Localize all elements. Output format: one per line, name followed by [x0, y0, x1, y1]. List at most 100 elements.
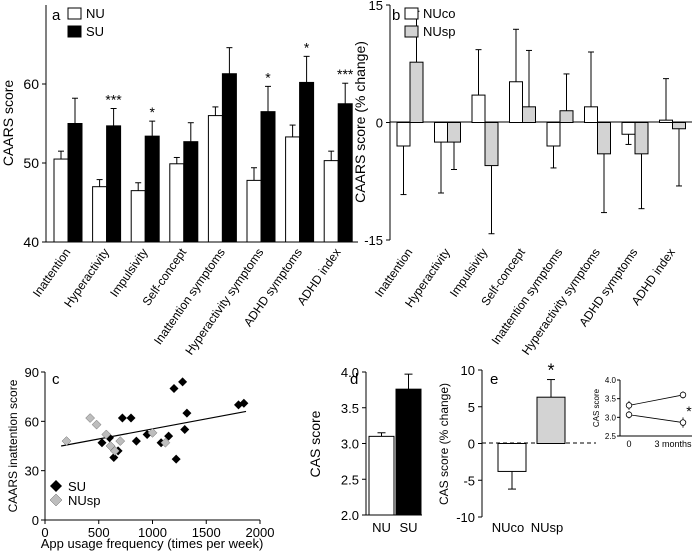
panel-b-nusp-bar-2 [484, 122, 499, 167]
inset-ytick-label-1: 3.0 [605, 413, 617, 422]
panel-a-ylabel: CAARS score [0, 80, 16, 167]
panel-c-nusp-point-0 [61, 436, 72, 446]
panel-c-nusp-point-1 [85, 413, 96, 423]
panel-d-ylabel: CAS score [307, 410, 323, 477]
inset-nuco-line [628, 414, 684, 423]
panel-label-b: b [392, 7, 400, 24]
panel-d-chart: CAS score 2.0 2.5 3.0 3.5 4.0 NU SU [307, 365, 422, 535]
panel-c-xlabel: App usage frequency (times per week) [41, 536, 264, 551]
panel-c-su-point-10 [169, 383, 179, 393]
panel-b-nuco-bar-0 [396, 122, 411, 147]
panel-e-ylabel: CAS score (% change) [437, 383, 451, 505]
panel-d-bar-1 [395, 388, 422, 516]
panel-a-category-label-2: Impulsivity [107, 246, 151, 300]
panel-c-nusp-point-8 [160, 437, 171, 448]
panel-a-nu-bar-1 [92, 186, 108, 243]
panel-a-ytick-label-2: 60 [23, 76, 39, 92]
panel-d-ytick-label-3: 3.5 [341, 401, 359, 416]
panel-e-bar-1 [536, 396, 566, 445]
inset-ytick-label-0: 2.5 [605, 432, 617, 441]
inset-ytick-label-3: 4.0 [605, 376, 617, 385]
panel-d-ytick-label-1: 2.5 [341, 472, 359, 487]
panel-a-su-bar-4 [221, 73, 237, 243]
legend-b-nusp-label: NUsp [423, 24, 456, 39]
panel-a-nu-bar-5 [246, 179, 262, 243]
panel-a-nu-bar-0 [53, 158, 69, 243]
legend-c-su-marker [50, 480, 62, 492]
panel-b-chart: CAARS score (% change) -15 0 15 Inattentio… [352, 0, 692, 358]
panel-c-su-point-16 [239, 398, 249, 408]
legend-c-nusp-marker [49, 493, 63, 507]
panel-c-nusp-point-6 [115, 436, 126, 446]
legend-c-su-label: SU [68, 479, 86, 494]
panel-c-nusp-point-3 [101, 429, 112, 440]
panel-a-ytick-label-0: 40 [23, 234, 39, 250]
panel-a-su-bar-1 [106, 125, 122, 243]
panel-b-nuco-bar-1 [434, 122, 448, 143]
panel-d-ytick-label-2: 3.0 [341, 437, 359, 452]
legend-a-su-swatch [67, 25, 82, 38]
panel-a-significance-1: *** [105, 91, 122, 107]
panel-a-su-bar-2 [144, 135, 160, 243]
panel-d-category-label-0: NU [372, 520, 391, 535]
panel-c-ytick-label-1: 30 [25, 464, 39, 479]
panel-e-ytick-label-2: 0 [468, 437, 475, 452]
panel-a-nu-bar-6 [285, 136, 301, 243]
panel-e-bar-0 [497, 443, 527, 472]
panel-b-nusp-bar-6 [634, 122, 649, 155]
panel-c-ytick-label-3: 90 [25, 365, 39, 380]
legend-a-nu-swatch [67, 7, 82, 20]
panel-d-ytick-label-0: 2.0 [341, 508, 359, 523]
panel-e-ytick-label-0: -10 [456, 510, 475, 525]
panel-c-xtick-label-3: 1500 [192, 525, 221, 540]
panel-b-ytick-label-0: -15 [364, 233, 383, 248]
inset-ylabel: CAS score [592, 388, 601, 427]
panel-c-ytick-label-0: 0 [32, 513, 39, 528]
panel-b-nusp-bar-7 [672, 122, 686, 130]
inset-nusp-point-1 [679, 391, 687, 399]
panel-d-category-label-1: SU [399, 520, 417, 535]
panel-a-su-bar-3 [183, 141, 199, 243]
panel-e-chart: CAS score (% change) -10 -5 0 5 10 NUco * NUsp… [437, 361, 692, 535]
panel-c-su-point-6 [131, 436, 141, 446]
panel-b-nusp-bar-3 [522, 106, 536, 124]
panel-label-a: a [52, 7, 61, 24]
inset-ytick-label-2: 3.5 [605, 395, 617, 404]
panel-c-xtick-label-2: 1000 [138, 525, 167, 540]
panel-c-chart: CAARS inattention score App usage freque… [6, 365, 274, 551]
panel-a-nu-bar-7 [323, 160, 339, 243]
panel-e-category-label-1: NUsp [531, 520, 564, 535]
panel-c-su-point-14 [182, 408, 192, 418]
panel-a-significance-5: * [265, 69, 271, 85]
panel-c-su-point-12 [178, 377, 188, 387]
panel-a-nu-bar-4 [207, 115, 223, 243]
panel-a-significance-7: *** [337, 66, 354, 82]
panel-b-nusp-bar-5 [597, 122, 611, 155]
inset-nuco-point-1 [679, 419, 687, 426]
panel-a-su-bar-7 [337, 103, 353, 243]
panel-c-su-point-9 [164, 431, 174, 441]
panel-b-ytick-label-1: 0 [376, 116, 383, 131]
panel-e-significance-1: * [547, 361, 554, 381]
panel-c-su-point-2 [109, 453, 119, 463]
panel-c-su-point-4 [117, 413, 127, 423]
panel-c-su-point-11 [171, 454, 181, 464]
panel-b-nuco-bar-3 [509, 81, 523, 124]
panel-a-su-bar-5 [260, 111, 276, 243]
panel-c-su-point-5 [126, 413, 136, 423]
panel-a-ytick-label-1: 50 [23, 155, 39, 171]
panel-c-nusp-point-2 [91, 419, 102, 430]
panel-c-fit-line [61, 410, 247, 447]
panel-a-category-label-4: Inattention symptoms [151, 246, 228, 347]
panel-c-nusp-point-7 [147, 427, 158, 438]
panel-c-su-point-0 [97, 438, 107, 448]
legend-b-nuco-swatch [404, 7, 419, 20]
panel-b-nuco-bar-4 [546, 122, 561, 147]
panel-e-ytick-label-4: 10 [461, 363, 475, 378]
inset-xtick-label-0: 0 [626, 439, 631, 449]
panel-e-ytick-label-1: -5 [463, 473, 475, 488]
panel-b-nuco-bar-6 [621, 122, 636, 135]
panel-a-category-label-0: Inattention [30, 246, 74, 300]
inset-significance: * [686, 403, 692, 419]
